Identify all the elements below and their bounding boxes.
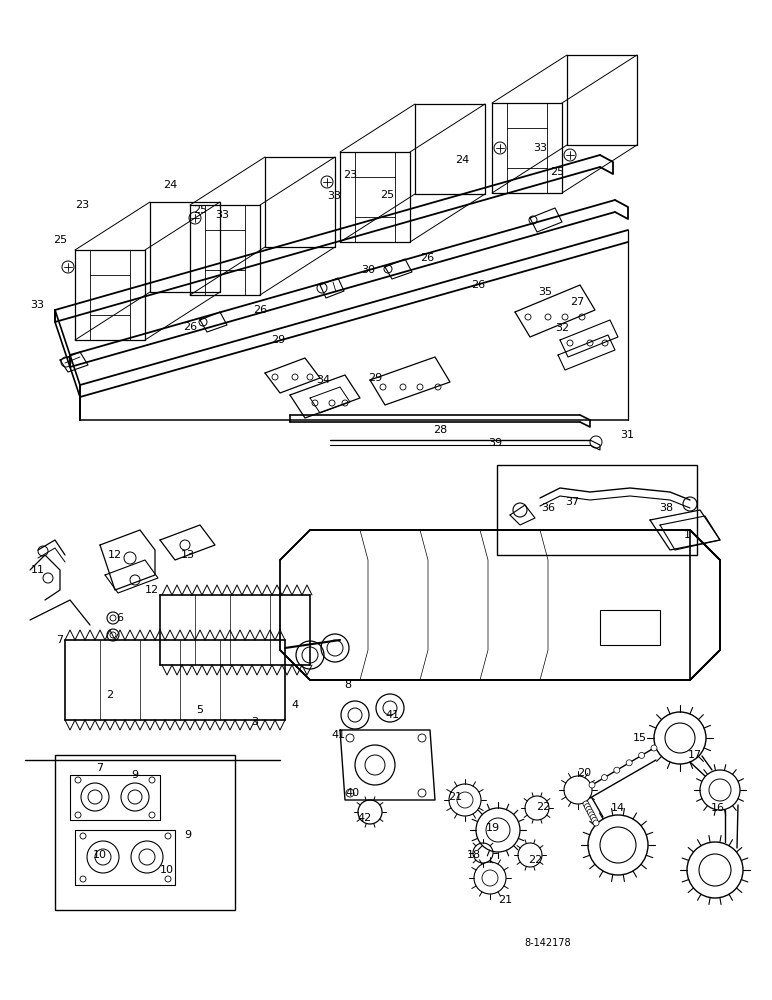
Text: 24: 24 xyxy=(163,180,177,190)
Circle shape xyxy=(638,752,645,758)
Text: 16: 16 xyxy=(711,803,725,813)
Text: 23: 23 xyxy=(75,200,89,210)
Text: 36: 36 xyxy=(541,503,555,513)
Text: 11: 11 xyxy=(31,565,45,575)
Circle shape xyxy=(593,820,599,826)
Text: 39: 39 xyxy=(488,438,502,448)
Circle shape xyxy=(589,812,594,818)
Text: 21: 21 xyxy=(448,792,462,802)
Circle shape xyxy=(589,782,595,788)
Circle shape xyxy=(348,708,362,722)
Text: 14: 14 xyxy=(611,803,625,813)
Circle shape xyxy=(626,760,632,766)
Text: 5: 5 xyxy=(197,705,204,715)
Text: 41: 41 xyxy=(385,710,399,720)
Circle shape xyxy=(614,767,620,773)
Circle shape xyxy=(139,849,155,865)
Text: 6: 6 xyxy=(117,613,124,623)
Text: 29: 29 xyxy=(368,373,382,383)
Text: 20: 20 xyxy=(577,768,591,778)
Text: 26: 26 xyxy=(471,280,485,290)
Circle shape xyxy=(591,817,598,823)
Text: 9: 9 xyxy=(131,770,138,780)
Text: 30: 30 xyxy=(361,265,375,275)
Text: 4: 4 xyxy=(292,700,299,710)
Text: 41: 41 xyxy=(331,730,345,740)
Text: 27: 27 xyxy=(570,297,584,307)
Text: 25: 25 xyxy=(380,190,394,200)
Text: 10: 10 xyxy=(93,850,107,860)
Text: 31: 31 xyxy=(620,430,634,440)
Text: 28: 28 xyxy=(433,425,447,435)
Text: 33: 33 xyxy=(215,210,229,220)
Circle shape xyxy=(583,801,589,807)
Text: 33: 33 xyxy=(327,191,341,201)
Text: 33: 33 xyxy=(30,300,44,310)
Text: 25: 25 xyxy=(193,205,207,215)
Text: 22: 22 xyxy=(528,855,542,865)
Text: 33: 33 xyxy=(533,143,547,153)
Text: 29: 29 xyxy=(271,335,285,345)
Text: 15: 15 xyxy=(633,733,647,743)
Text: 8: 8 xyxy=(344,680,351,690)
Text: 35: 35 xyxy=(538,287,552,297)
Circle shape xyxy=(88,790,102,804)
Circle shape xyxy=(590,815,596,821)
Circle shape xyxy=(651,745,657,751)
Circle shape xyxy=(128,790,142,804)
Text: 25: 25 xyxy=(53,235,67,245)
Text: 19: 19 xyxy=(486,823,500,833)
Text: 40: 40 xyxy=(346,788,360,798)
Text: 26: 26 xyxy=(420,253,434,263)
Text: 17: 17 xyxy=(688,750,702,760)
Text: 23: 23 xyxy=(343,170,357,180)
Text: 42: 42 xyxy=(358,813,372,823)
Circle shape xyxy=(110,632,116,638)
Text: 8-142178: 8-142178 xyxy=(525,938,571,948)
Circle shape xyxy=(110,615,116,621)
Text: 26: 26 xyxy=(183,322,197,332)
Circle shape xyxy=(586,806,592,812)
Text: 7: 7 xyxy=(56,635,63,645)
Bar xyxy=(600,610,660,645)
Text: 12: 12 xyxy=(145,585,159,595)
Text: 22: 22 xyxy=(536,802,550,812)
Text: 26: 26 xyxy=(253,305,267,315)
Text: 32: 32 xyxy=(555,323,569,333)
Text: 7: 7 xyxy=(96,763,103,773)
Circle shape xyxy=(601,775,608,781)
Bar xyxy=(55,755,235,910)
Text: 18: 18 xyxy=(467,850,481,860)
Text: 37: 37 xyxy=(565,497,579,507)
Circle shape xyxy=(383,701,397,715)
Circle shape xyxy=(587,809,594,815)
Text: 9: 9 xyxy=(185,830,191,840)
Text: 3: 3 xyxy=(252,717,259,727)
Text: 2: 2 xyxy=(107,690,113,700)
Circle shape xyxy=(365,755,385,775)
Circle shape xyxy=(95,849,111,865)
Text: 25: 25 xyxy=(550,167,564,177)
Text: 13: 13 xyxy=(181,550,195,560)
Text: 38: 38 xyxy=(659,503,673,513)
Text: 12: 12 xyxy=(108,550,122,560)
Circle shape xyxy=(584,804,591,810)
Text: 21: 21 xyxy=(498,895,512,905)
Text: 10: 10 xyxy=(160,865,174,875)
Text: 34: 34 xyxy=(316,375,330,385)
Text: 1: 1 xyxy=(683,530,690,540)
Text: 24: 24 xyxy=(455,155,469,165)
Bar xyxy=(497,465,697,555)
